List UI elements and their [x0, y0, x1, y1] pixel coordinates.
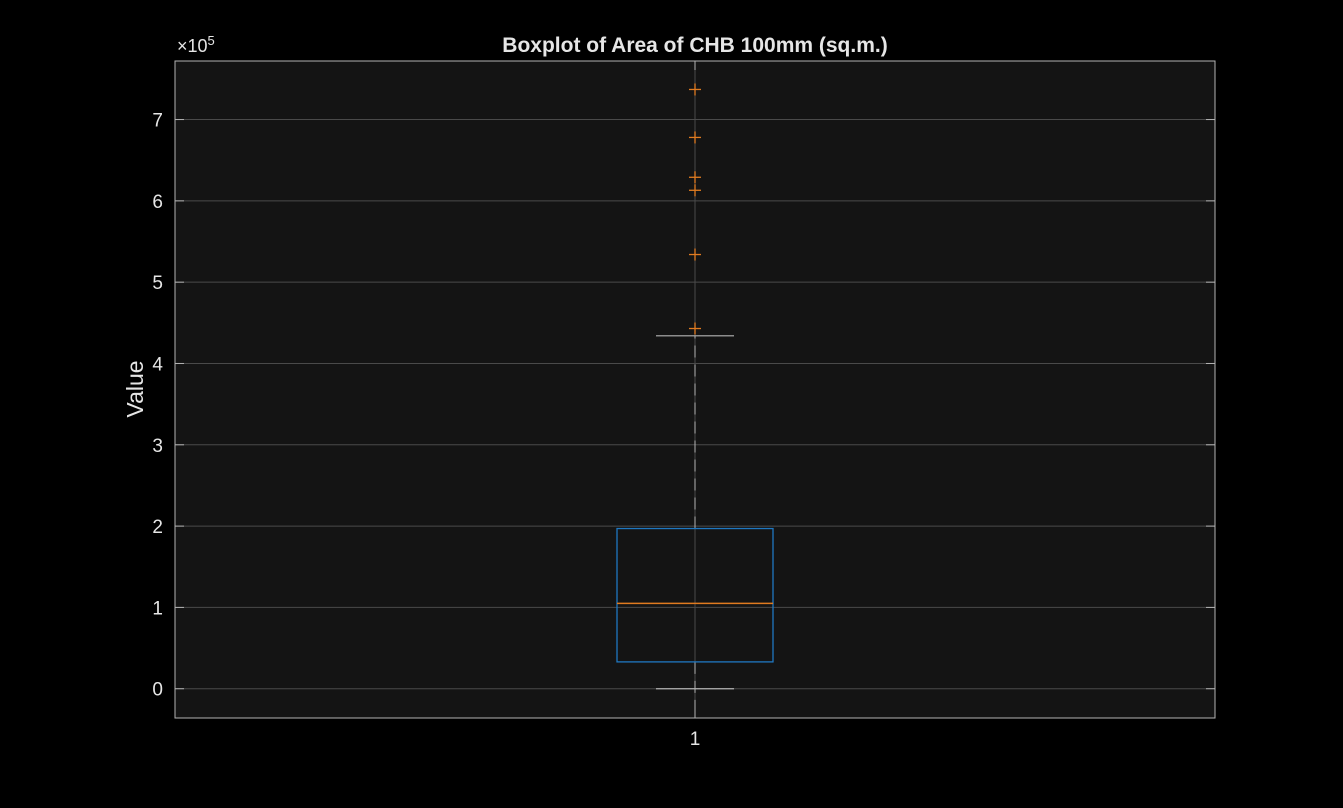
y-tick-label: 7 — [152, 111, 163, 132]
box-iqr — [616, 527, 774, 663]
x-tick-label: 1 — [690, 729, 701, 750]
outlier-point — [689, 131, 701, 144]
outlier-point — [689, 83, 701, 96]
y-tick-label: 5 — [152, 273, 163, 294]
y-tick-label: 1 — [152, 598, 163, 619]
y-tick-label: 4 — [152, 354, 163, 375]
outlier-point — [689, 322, 701, 335]
outlier-point — [689, 171, 701, 184]
exponent-power: 5 — [208, 33, 215, 48]
y-axis-label: Value — [122, 360, 148, 417]
axis-ticks: 0 1 2 3 4 5 6 7 1 — [152, 61, 1215, 750]
outlier-point — [689, 248, 701, 261]
exponent-base: ×10 — [177, 36, 208, 56]
chart-title: Boxplot of Area of CHB 100mm (sq.m.) — [502, 34, 887, 57]
y-tick-label: 0 — [152, 680, 163, 701]
outlier-point — [689, 184, 701, 197]
y-tick-label: 6 — [152, 192, 163, 213]
y-axis-exponent: ×105 — [177, 33, 215, 56]
y-tick-label: 2 — [152, 517, 163, 538]
y-tick-label: 3 — [152, 436, 163, 457]
